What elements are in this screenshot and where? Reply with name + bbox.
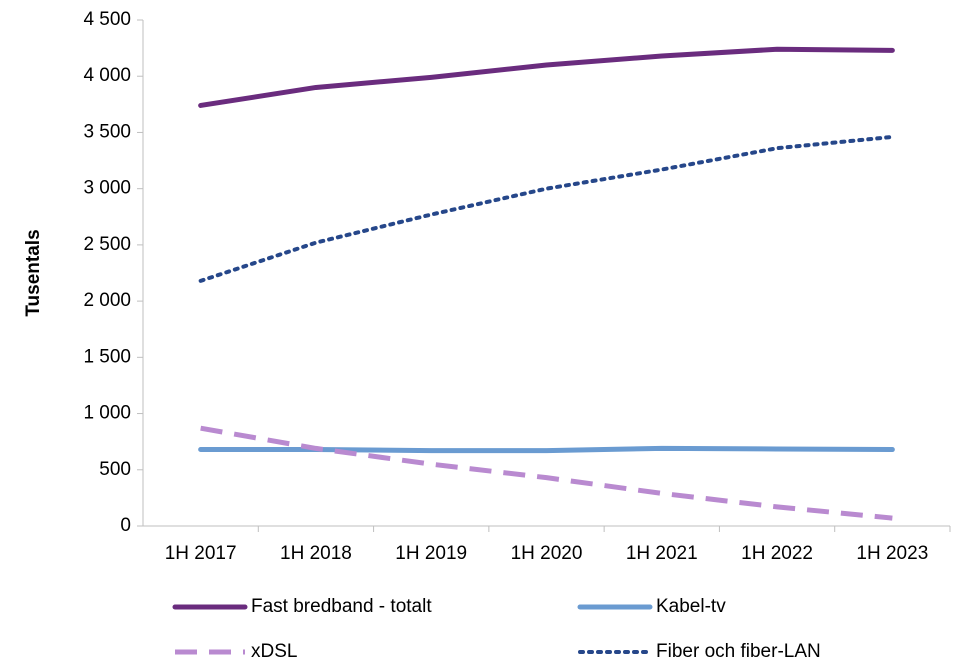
y-tick-label: 4 500 — [83, 9, 131, 30]
y-axis-label: Tusentals — [23, 229, 44, 316]
series-line — [200, 425, 893, 521]
y-tick-label: 1 500 — [83, 346, 131, 367]
y-tick-label: 2 500 — [83, 234, 131, 255]
y-tick-label: 2 000 — [83, 290, 131, 311]
x-tick-label: 1H 2019 — [395, 543, 467, 564]
x-tick-label: 1H 2022 — [741, 543, 813, 564]
x-tick-label: 1H 2020 — [511, 543, 583, 564]
series-line — [198, 46, 895, 108]
legend-label: xDSL — [251, 641, 297, 662]
x-tick-label: 1H 2018 — [280, 543, 352, 564]
y-tick-label: 3 500 — [83, 121, 131, 142]
series-line — [198, 134, 895, 283]
x-tick-label: 1H 2021 — [626, 543, 698, 564]
y-tick-label: 500 — [99, 459, 131, 480]
x-tick-label: 1H 2017 — [165, 543, 237, 564]
y-tick-label: 4 000 — [83, 65, 131, 86]
y-tick-label: 3 000 — [83, 178, 131, 199]
y-tick-label: 0 — [120, 515, 131, 536]
y-tick-label: 1 000 — [83, 403, 131, 424]
legend-label: Fast bredband - totalt — [251, 596, 432, 617]
legend-label: Fiber och fiber-LAN — [656, 641, 821, 662]
legend-label: Kabel-tv — [656, 596, 726, 617]
x-tick-label: 1H 2023 — [856, 543, 928, 564]
